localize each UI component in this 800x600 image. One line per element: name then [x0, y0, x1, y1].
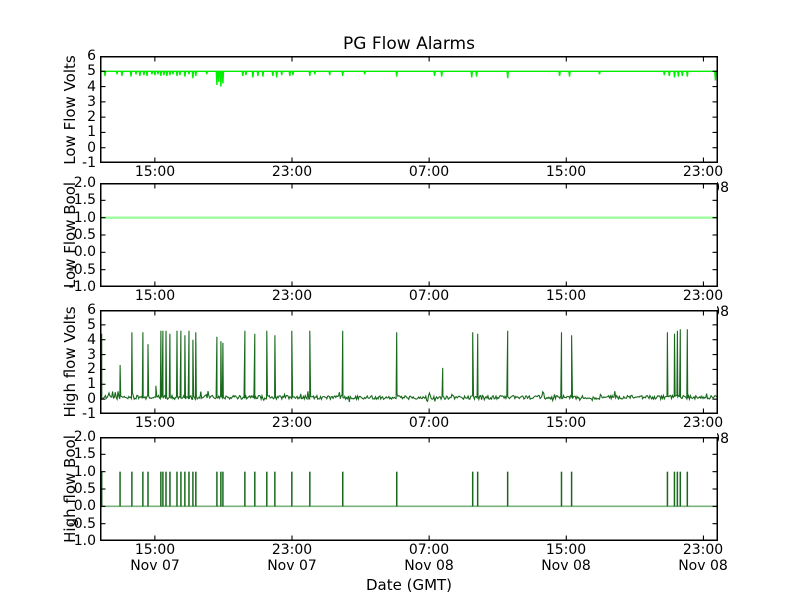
x-tick-time-label: 23:00 [682, 288, 724, 304]
y-tick-label: 1.0 [73, 210, 96, 226]
y-tick-label: 0.5 [73, 227, 96, 243]
y-tick-label: -1 [82, 406, 96, 422]
x-tick-time-label: 15:00 [134, 415, 176, 431]
x-tick-time-label: 15:00 [134, 288, 176, 304]
x-tick-time-label: 15:00 [134, 542, 176, 558]
y-axis-label-high-flow-volts: High flow Volts [61, 306, 79, 418]
y-tick-label: 2.0 [73, 429, 96, 445]
x-tick-date-label: Nov 07 [267, 558, 317, 574]
x-tick-date-label: Nov 07 [130, 558, 180, 574]
chart-title: PG Flow Alarms [343, 34, 475, 54]
y-tick-label: 2 [87, 109, 96, 125]
y-tick-label: -1.0 [68, 533, 96, 549]
x-tick-date-label: Nov 08 [678, 558, 728, 574]
plot-frame [100, 310, 718, 414]
y-axis-label-low-flow-volts: Low Flow Volts [61, 55, 79, 165]
y-tick-label: 1 [87, 124, 96, 140]
subplot-low-flow-bool [100, 183, 718, 287]
x-tick-date-label-clipped: Nov 08 [717, 305, 729, 321]
x-tick-time-label: 07:00 [408, 542, 450, 558]
y-tick-label: 1.0 [73, 464, 96, 480]
x-tick-time-label: 23:00 [271, 542, 313, 558]
y-tick-label: 0.5 [73, 481, 96, 497]
clipped-date-text: Nov 08 [717, 432, 729, 447]
x-tick-time-label: 23:00 [271, 164, 313, 180]
y-tick-label: -0.5 [68, 262, 96, 278]
x-tick-time-label: 23:00 [271, 288, 313, 304]
x-tick-time-label: 23:00 [682, 415, 724, 431]
y-tick-label: -0.5 [68, 516, 96, 532]
y-tick-label: 0 [87, 391, 96, 407]
y-tick-label: 6 [87, 48, 96, 64]
series-line-high-flow-volts [100, 329, 718, 403]
plot-frame [100, 437, 718, 541]
y-tick-label: 2.0 [73, 175, 96, 191]
subplot-high-flow-volts [100, 310, 718, 414]
x-tick-time-label: 07:00 [408, 288, 450, 304]
y-tick-label: 0.0 [73, 244, 96, 260]
x-tick-date-label-clipped: Nov 08 [717, 432, 729, 448]
y-tick-label: 1.5 [73, 446, 96, 462]
x-tick-date-label-clipped: Nov 08 [717, 181, 729, 197]
plot-frame [100, 183, 718, 287]
y-tick-label: 5 [87, 317, 96, 333]
y-tick-label: -1 [82, 155, 96, 171]
y-tick-label: 5 [87, 63, 96, 79]
y-tick-label: -1.0 [68, 279, 96, 295]
x-tick-time-label: 15:00 [545, 415, 587, 431]
x-tick-time-label: 23:00 [682, 164, 724, 180]
x-tick-time-label: 23:00 [271, 415, 313, 431]
series-line-low-flow-volts [100, 70, 718, 87]
clipped-date-text: Nov 08 [717, 305, 729, 320]
y-tick-label: 1 [87, 376, 96, 392]
plot-frame [100, 56, 718, 163]
x-axis-label: Date (GMT) [365, 576, 453, 594]
x-tick-time-label: 07:00 [408, 164, 450, 180]
x-tick-date-label: Nov 08 [541, 558, 591, 574]
y-tick-label: 0 [87, 140, 96, 156]
x-tick-time-label: 15:00 [545, 164, 587, 180]
x-tick-time-label: 15:00 [545, 288, 587, 304]
x-tick-time-label: 15:00 [134, 164, 176, 180]
x-tick-time-label: 07:00 [408, 415, 450, 431]
y-tick-label: 4 [87, 332, 96, 348]
y-axis-label-low-flow-bool: Low Flow Bool [61, 181, 79, 289]
clipped-date-text: Nov 08 [717, 181, 729, 196]
y-tick-label: 0.0 [73, 498, 96, 514]
x-tick-date-label: Nov 08 [404, 558, 454, 574]
y-tick-label: 6 [87, 302, 96, 318]
y-tick-label: 3 [87, 347, 96, 363]
y-tick-label: 3 [87, 94, 96, 110]
subplot-low-flow-volts [100, 56, 718, 163]
subplot-high-flow-bool [100, 437, 718, 541]
y-axis-label-high-flow-bool: High flow Bool [61, 435, 79, 543]
y-tick-label: 1.5 [73, 192, 96, 208]
y-tick-label: 4 [87, 79, 96, 95]
y-tick-label: 2 [87, 361, 96, 377]
x-tick-time-label: 15:00 [545, 542, 587, 558]
x-tick-time-label: 23:00 [682, 542, 724, 558]
